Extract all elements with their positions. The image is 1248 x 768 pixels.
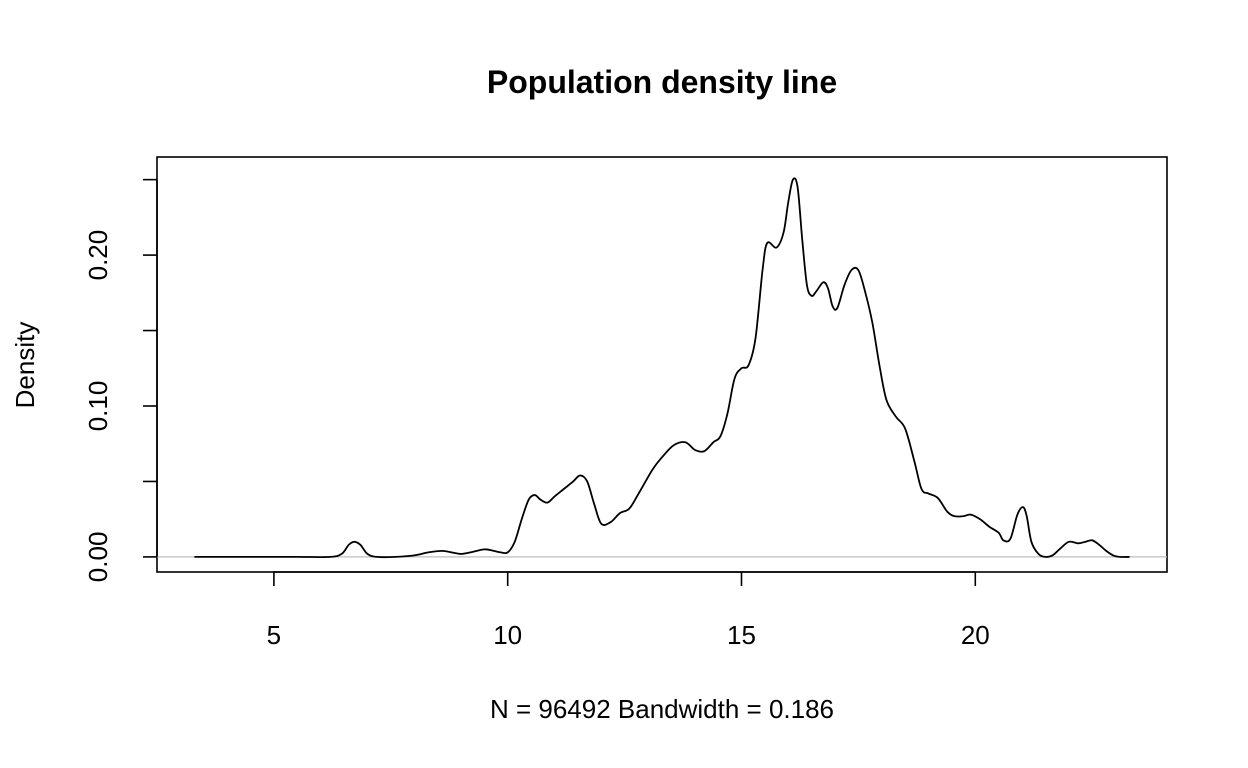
density-curve: [194, 177, 1130, 559]
y-axis: 0.00 0.10 0.20: [83, 178, 158, 583]
chart-title: Population density line: [487, 64, 837, 100]
plot-frame: [156, 156, 1168, 573]
x-tick-label: 20: [961, 620, 990, 650]
x-axis: 5 10 15 20: [267, 571, 990, 650]
y-tick-label: 0.20: [83, 230, 113, 281]
y-tick-label: 0.00: [83, 532, 113, 583]
x-tick-label: 10: [493, 620, 522, 650]
x-tick-label: 15: [727, 620, 756, 650]
y-axis-label: Density: [10, 322, 40, 409]
x-axis-label: N = 96492 Bandwidth = 0.186: [490, 694, 834, 724]
x-tick-label: 5: [267, 620, 281, 650]
y-tick-label: 0.10: [83, 381, 113, 432]
